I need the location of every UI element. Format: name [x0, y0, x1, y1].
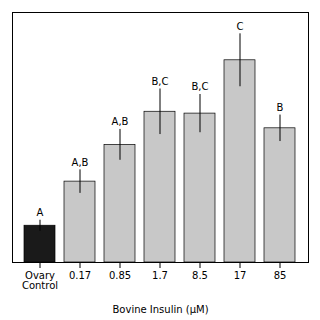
svg-text:1.7: 1.7 [152, 270, 168, 281]
svg-text:B,C: B,C [151, 76, 168, 87]
svg-text:A,B: A,B [72, 157, 89, 168]
svg-text:85: 85 [274, 270, 287, 281]
svg-text:0.17: 0.17 [69, 270, 91, 281]
svg-text:C: C [237, 21, 244, 32]
svg-text:0.85: 0.85 [109, 270, 131, 281]
svg-text:Bovine Insulin (μM): Bovine Insulin (μM) [112, 304, 208, 315]
svg-text:OvaryControl: OvaryControl [22, 270, 58, 291]
svg-text:A,B: A,B [112, 116, 129, 127]
svg-text:8.5: 8.5 [192, 270, 208, 281]
svg-text:B,C: B,C [191, 81, 208, 92]
svg-text:B: B [277, 102, 284, 113]
svg-text:A: A [37, 207, 44, 218]
svg-text:17: 17 [234, 270, 247, 281]
